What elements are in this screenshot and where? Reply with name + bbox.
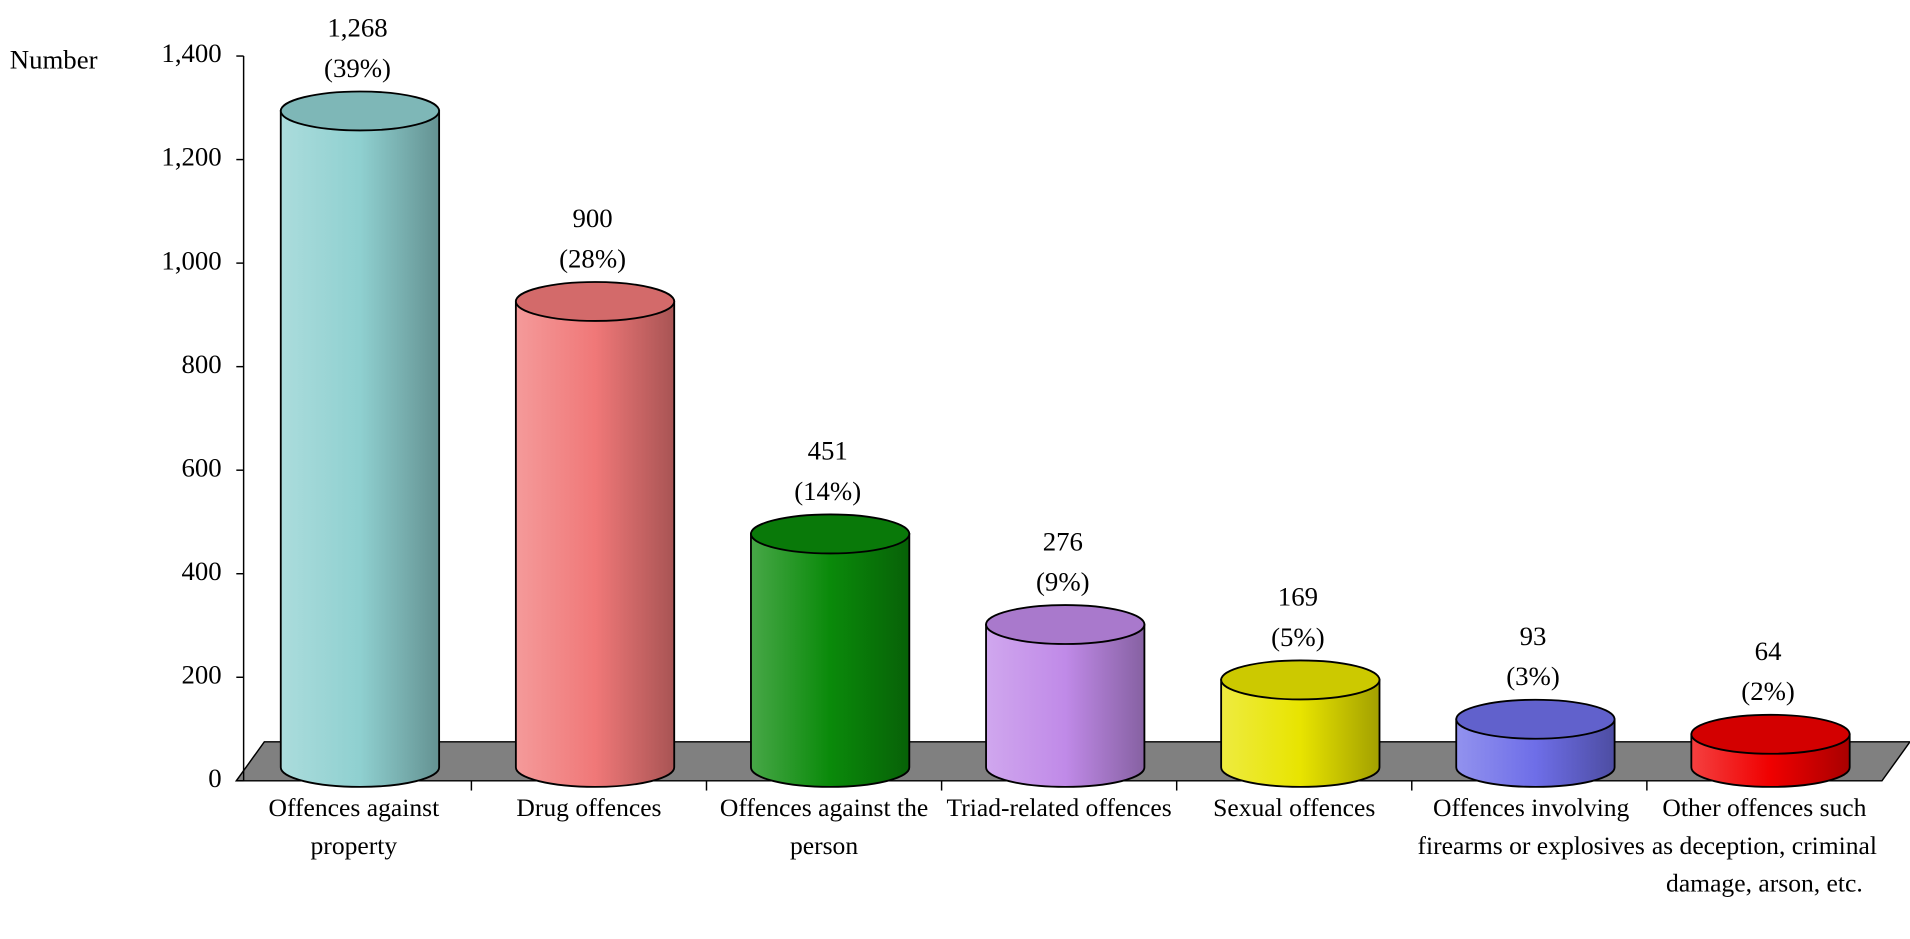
bar-top (279, 90, 441, 132)
value-label: 169 (1278, 582, 1318, 612)
value-label: 276 (1043, 526, 1083, 556)
value-label: 1,268 (327, 13, 387, 43)
bar (514, 300, 676, 788)
bar-top (1220, 659, 1381, 701)
x-tick-label: Other offences such as deception, crimin… (1651, 792, 1877, 898)
value-label: 451 (808, 436, 848, 466)
bar-top (1455, 698, 1616, 740)
value-label: 900 (573, 203, 613, 233)
bar-top (1690, 713, 1851, 755)
value-label: 64 (1755, 636, 1782, 666)
share-label: (9%) (1036, 566, 1090, 596)
bar (279, 110, 441, 788)
bar (750, 533, 911, 788)
y-tick-label: 200 (182, 659, 222, 689)
y-tick-label: 1,200 (161, 142, 221, 172)
x-tick-label: Offences involving firearms or explosive… (1417, 792, 1645, 860)
bar (985, 623, 1146, 788)
x-tick-label: Triad-related offences (946, 792, 1172, 823)
bar (1220, 678, 1381, 788)
y-tick-label: 1,400 (161, 38, 221, 68)
x-tick-label: Offences against property (268, 792, 440, 860)
y-axis-label: Number (10, 44, 98, 74)
share-label: (14%) (794, 476, 861, 506)
y-tick-label: 800 (182, 349, 222, 379)
share-label: (39%) (324, 53, 391, 83)
share-label: (2%) (1741, 676, 1795, 706)
bar-top (985, 604, 1146, 645)
share-label: (3%) (1506, 661, 1560, 691)
bar-top (514, 281, 676, 322)
y-tick-label: 600 (182, 452, 222, 482)
y-tick-label: 0 (208, 763, 221, 793)
share-label: (5%) (1271, 622, 1325, 652)
value-label: 93 (1520, 621, 1547, 651)
y-tick-label: 1,000 (161, 245, 221, 275)
x-tick-label: Sexual offences (1213, 792, 1376, 823)
y-tick-label: 400 (182, 556, 222, 586)
x-tick-label: Offences against the person (719, 792, 929, 860)
share-label: (28%) (559, 243, 626, 273)
bar-top (750, 513, 911, 555)
x-tick-label: Drug offences (516, 792, 662, 823)
